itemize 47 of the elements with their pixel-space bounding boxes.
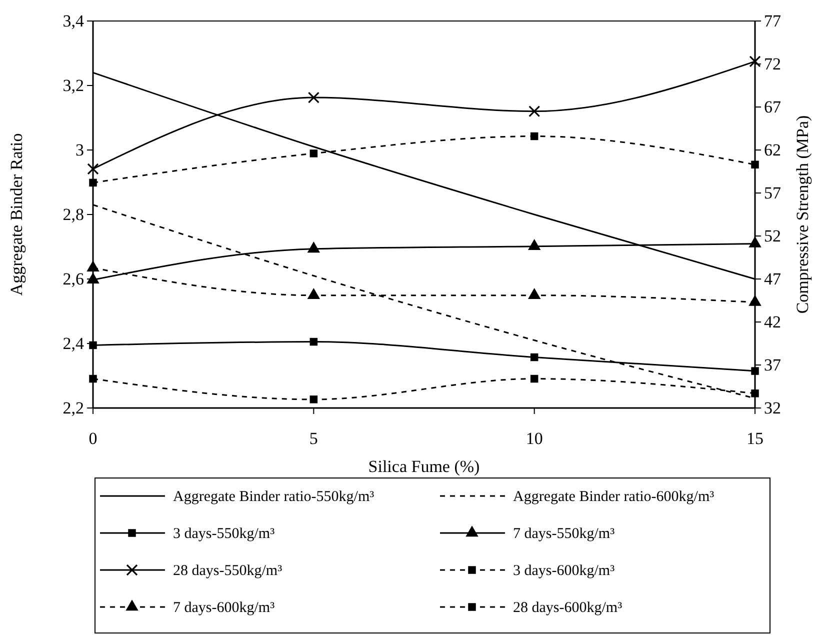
x-tick-label: 10 xyxy=(526,429,543,448)
point xyxy=(310,150,318,158)
point xyxy=(751,160,759,168)
y-tick-label: 3 xyxy=(76,140,84,160)
point xyxy=(530,374,538,383)
y2-tick-label: 32 xyxy=(764,398,781,418)
y-tick-label: 2,6 xyxy=(62,269,84,288)
y-tick-label: 2,2 xyxy=(62,398,84,418)
legend-label: 28 days-550kg/m³ xyxy=(173,563,283,579)
point xyxy=(530,132,538,140)
y2-axis-title: Compressive Strength (MPa) xyxy=(793,115,812,314)
y2-tick-label: 37 xyxy=(764,355,782,374)
y2-tick-label: 42 xyxy=(764,312,781,332)
y2-tick-label: 62 xyxy=(764,140,781,160)
point xyxy=(751,367,759,375)
legend-label: 7 days-600kg/m³ xyxy=(173,600,276,616)
y2-tick-label: 57 xyxy=(764,183,782,202)
y2-tick-label: 47 xyxy=(764,269,782,288)
x-axis-title: Silica Fume (%) xyxy=(368,457,480,476)
y-tick-label: 2,4 xyxy=(62,334,84,353)
y-tick-label: 2,8 xyxy=(62,204,84,224)
point xyxy=(89,178,97,187)
point xyxy=(528,106,540,118)
y2-tick-label: 52 xyxy=(764,226,781,246)
x-tick-label: 0 xyxy=(88,429,98,448)
y-axis-title: Aggregate Binder Ratio xyxy=(7,133,26,296)
legend-label: 7 days-550kg/m³ xyxy=(513,526,616,542)
point xyxy=(89,374,97,383)
legend-label: 28 days-600kg/m³ xyxy=(513,600,623,616)
point xyxy=(530,353,538,362)
y2-tick-label: 77 xyxy=(764,11,782,30)
x-tick-label: 5 xyxy=(309,429,318,448)
point xyxy=(310,396,318,404)
point xyxy=(308,92,320,104)
y-tick-label: 3,2 xyxy=(62,76,84,95)
legend-label: Aggregate Binder ratio-550kg/m³ xyxy=(173,489,375,505)
x-tick-label: 15 xyxy=(746,429,764,448)
point xyxy=(310,338,318,346)
y2-tick-label: 67 xyxy=(764,97,782,116)
legend-label: 3 days-600kg/m³ xyxy=(513,563,616,579)
point xyxy=(89,341,97,350)
y-tick-label: 3,4 xyxy=(62,11,84,30)
legend-label: Aggregate Binder ratio-600kg/m³ xyxy=(513,489,715,505)
point xyxy=(87,163,99,175)
legend-label: 3 days-550kg/m³ xyxy=(173,526,276,542)
point xyxy=(751,390,759,398)
y2-tick-label: 72 xyxy=(764,54,781,74)
